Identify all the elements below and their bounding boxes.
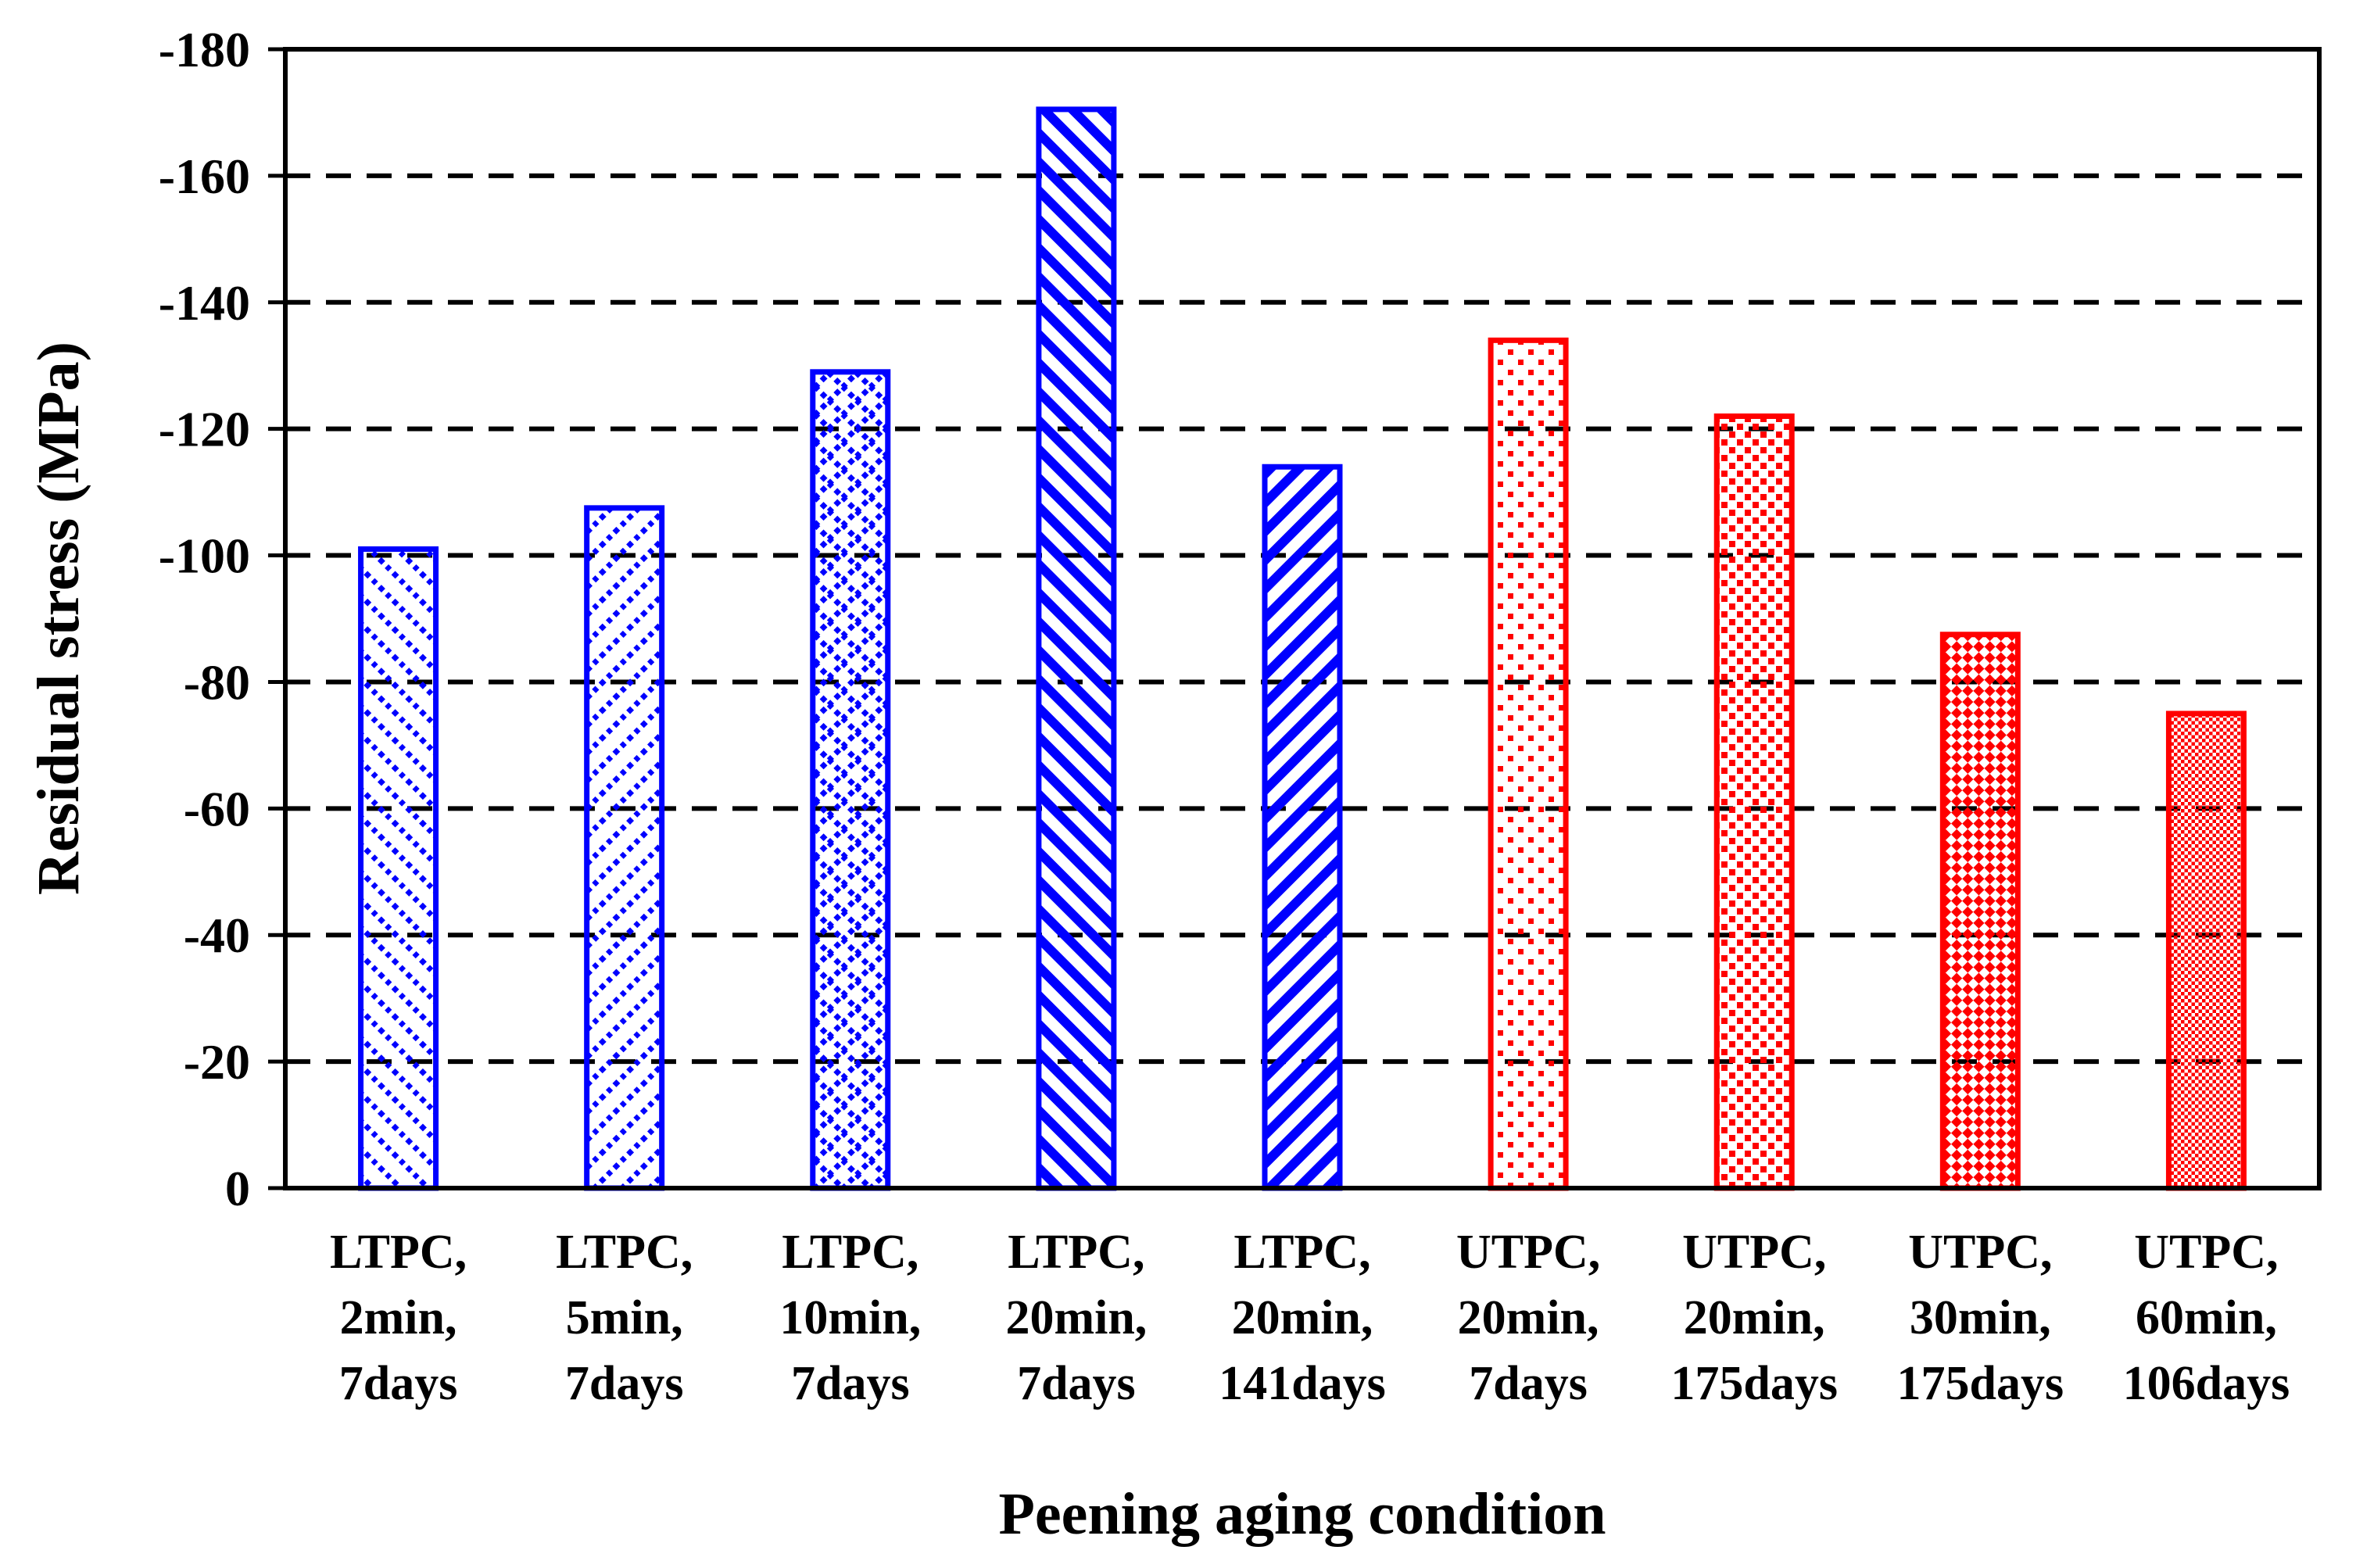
bar-fill [1491, 340, 1566, 1188]
bar-fill [586, 507, 662, 1188]
plot-frame [283, 47, 2322, 1190]
y-tick-label: 0 [225, 1161, 250, 1216]
y-tick-label: -140 [159, 275, 250, 331]
bar-fill [1265, 467, 1340, 1188]
bar-fill [360, 549, 436, 1188]
y-axis-title: Residual stress (MPa) [26, 342, 91, 895]
y-axis-ticks [268, 47, 285, 1190]
bars [358, 106, 2247, 1191]
bar-fill [2168, 713, 2244, 1188]
y-axis-tick-labels: 0 -20 -40 -60 -80 -100 -120 -140 -160 -180 [159, 22, 250, 1216]
bar-fill [1717, 416, 1792, 1188]
bar-fill [1038, 109, 1114, 1188]
x-category-label: LTPC, 10min, 7days [779, 1226, 921, 1410]
x-category-label: UTPC, 60min, 106days [2123, 1226, 2290, 1410]
y-tick-label: -120 [159, 402, 250, 457]
axes-border [283, 47, 2322, 1190]
y-tick-label: -20 [184, 1034, 250, 1090]
bar-fill [1942, 634, 2018, 1188]
bar-fill [812, 371, 888, 1189]
y-tick-label: -40 [184, 908, 250, 963]
y-tick-label: -80 [184, 654, 250, 710]
x-category-label: LTPC, 5min, 7days [556, 1226, 693, 1410]
x-axis-title: Peening aging condition [999, 1481, 1606, 1547]
x-category-label: LTPC, 2min, 7days [330, 1226, 467, 1410]
y-tick-label: -180 [159, 22, 250, 77]
y-tick-label: -60 [184, 781, 250, 836]
x-category-label: UTPC, 20min, 175days [1670, 1226, 1838, 1410]
y-tick-label: -160 [159, 149, 250, 204]
x-category-label: LTPC, 20min, 141days [1219, 1226, 1386, 1410]
y-tick-label: -100 [159, 528, 250, 584]
x-category-label: UTPC, 30min, 175days [1897, 1226, 2064, 1410]
x-axis-category-labels: LTPC, 2min, 7days LTPC, 5min, 7days LTPC, 10min… [330, 1226, 2290, 1410]
x-category-label: UTPC, 20min, 7days [1456, 1226, 1600, 1410]
x-category-label: LTPC, 20min, 7days [1005, 1226, 1147, 1410]
